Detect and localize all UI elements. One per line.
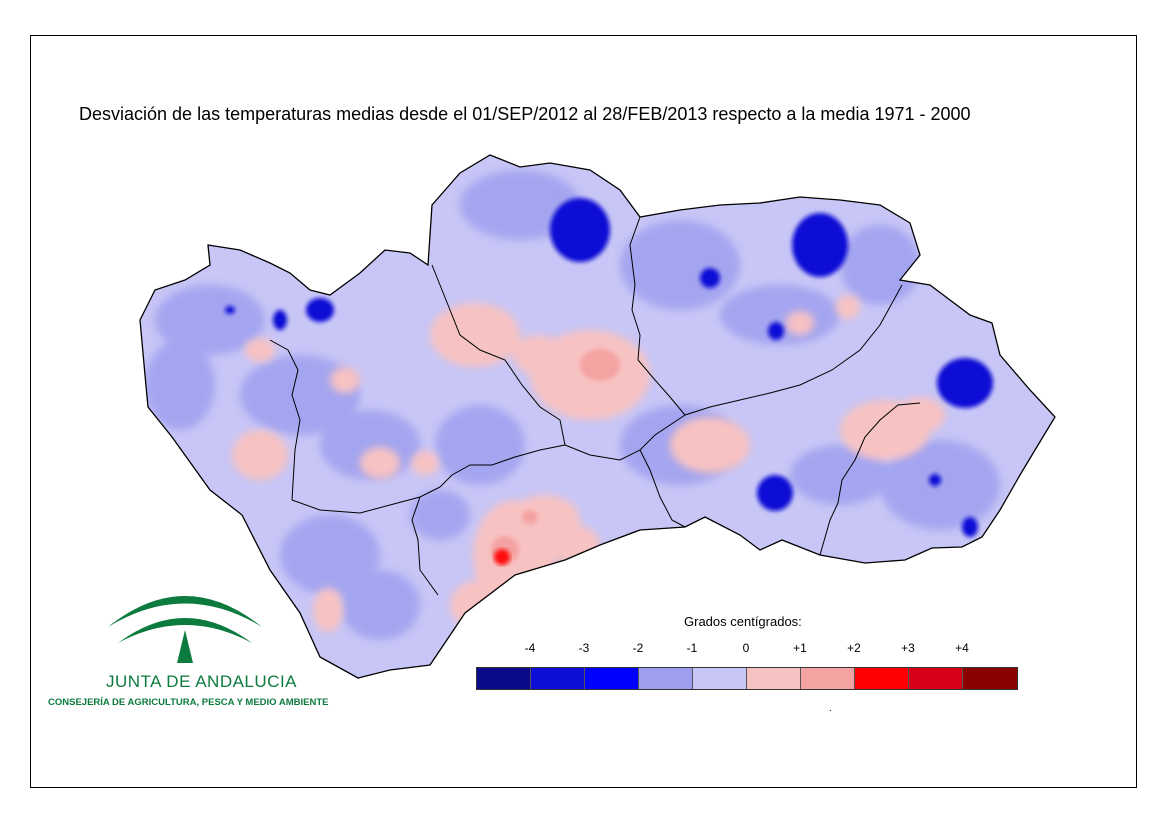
legend-tick-label: +4 — [955, 641, 969, 655]
color-scale — [476, 667, 1018, 690]
legend-tick-label: 0 — [742, 641, 750, 655]
legend-swatch — [531, 668, 585, 689]
junta-de-andalucia-logo — [108, 596, 262, 663]
legend-tick-label: -2 — [632, 641, 644, 655]
legend-tick-label: +2 — [847, 641, 861, 655]
legend-title: Grados centígrados: — [684, 614, 802, 629]
logo-name: JUNTA DE ANDALUCIA — [106, 672, 298, 691]
legend-swatch — [477, 668, 531, 689]
map-title: Desviación de las temperaturas medias de… — [79, 104, 971, 124]
legend-swatch — [801, 668, 855, 689]
logo-subtitle: CONSEJERÍA DE AGRICULTURA, PESCA Y MEDIO… — [48, 697, 329, 708]
region-boundary — [139, 154, 1056, 679]
legend-tick-label: +3 — [901, 641, 915, 655]
legend-swatch — [747, 668, 801, 689]
legend-swatch — [855, 668, 909, 689]
legend-tick-label: -3 — [578, 641, 590, 655]
legend-swatch — [909, 668, 963, 689]
andalucia-temperature-map — [139, 154, 1056, 679]
legend-tick-label: -4 — [524, 641, 536, 655]
legend-ticks: -4 -3 -2 -1 0 +1 +2 +3 +4 — [476, 641, 1028, 657]
legend-tick-label: -1 — [686, 641, 698, 655]
legend-footnote: . — [829, 703, 832, 714]
figure-frame — [30, 35, 1137, 788]
legend-swatch — [963, 668, 1017, 689]
legend-swatch — [693, 668, 747, 689]
legend-tick-label: +1 — [793, 641, 807, 655]
province-boundaries — [269, 216, 921, 596]
legend-swatch — [585, 668, 639, 689]
legend-swatch — [639, 668, 693, 689]
